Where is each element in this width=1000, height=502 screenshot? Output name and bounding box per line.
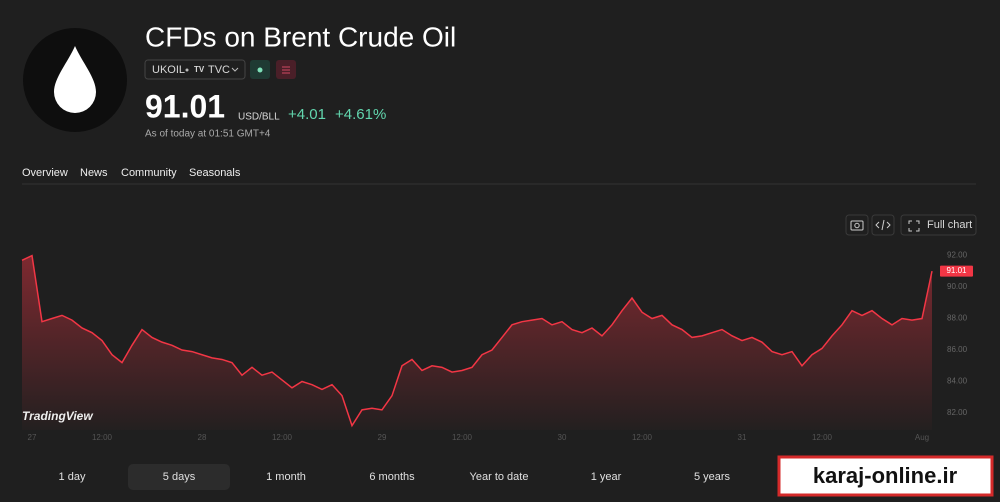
price: 91.01 [145,88,225,124]
last-price-label: 91.01 [946,266,967,275]
x-tick-label: 31 [738,433,747,442]
currency: USD/BLL [238,112,280,123]
tabs: Overview News Community Seasonals [22,167,241,179]
selected-range [128,464,230,490]
timestamp: As of today at 01:51 GMT+4 [145,129,271,140]
range-button[interactable]: 1 year [591,471,622,483]
range-button[interactable]: 1 day [59,471,86,483]
symbol: UKOIL [152,64,185,76]
x-tick-label: 12:00 [92,433,113,442]
x-tick-label: 12:00 [632,433,653,442]
oil-drop [54,46,96,113]
watermark-box [777,455,994,497]
camera-lens [854,222,860,229]
x-tick-label: 12:00 [452,433,473,442]
symbol-chip[interactable] [144,59,246,80]
embed-button[interactable] [871,214,895,236]
tab[interactable]: Overview [22,167,68,179]
change: +4.01 [288,106,326,123]
area-fill [22,255,932,430]
range-button[interactable]: 6 months [369,471,415,483]
watermark: karaj-online.ir [813,463,958,488]
chart: 82.00 84.00 86.00 88.00 90.00 92.00 27 12:00 28 1… [21,251,973,442]
x-tick-label: Aug [915,433,929,442]
x-tick-label: 29 [378,433,387,442]
x-tick-label: 28 [198,433,207,442]
price-line [21,254,933,428]
title: CFDs on Brent Crude Oil [145,21,456,52]
alert-icon [282,66,290,74]
full-chart-label: Full chart [927,219,972,231]
range-button[interactable]: Year to date [470,471,529,483]
range-button[interactable]: 1 month [266,471,306,483]
separator [185,68,189,72]
logo: TradingView [22,409,93,423]
y-tick-label: 86.00 [947,345,968,354]
x-tick-label: 27 [28,433,37,442]
x-tick-label: 30 [558,433,567,442]
x-tick-label: 12:00 [812,433,833,442]
tab[interactable]: News [80,167,108,179]
change-percent: +4.61% [335,106,386,123]
status-dot [257,67,263,73]
tab[interactable]: Community [121,167,177,179]
y-tick-label: 84.00 [947,377,968,386]
tab[interactable]: Seasonals [189,167,241,179]
y-tick-label: 92.00 [947,251,968,260]
snapshot-button[interactable] [845,214,869,236]
range-button[interactable]: 5 years [694,471,731,483]
code-icon [875,219,891,231]
camera-icon [850,220,864,231]
last-price-tag [940,265,973,277]
chevron [231,67,239,72]
exchange-icon: TV [194,65,205,74]
y-tick-label: 88.00 [947,314,968,323]
x-tick-label: 12:00 [272,433,293,442]
full-chart-button[interactable] [900,214,977,236]
exchange: TVC [208,64,230,76]
y-tick-label: 82.00 [947,408,968,417]
expand-icon [908,220,920,232]
y-tick-label: 90.00 [947,282,968,291]
range-bar: 1 day 5 days 1 month 6 months Year to date 1 … [59,464,731,490]
range-button[interactable]: 5 days [163,471,196,483]
